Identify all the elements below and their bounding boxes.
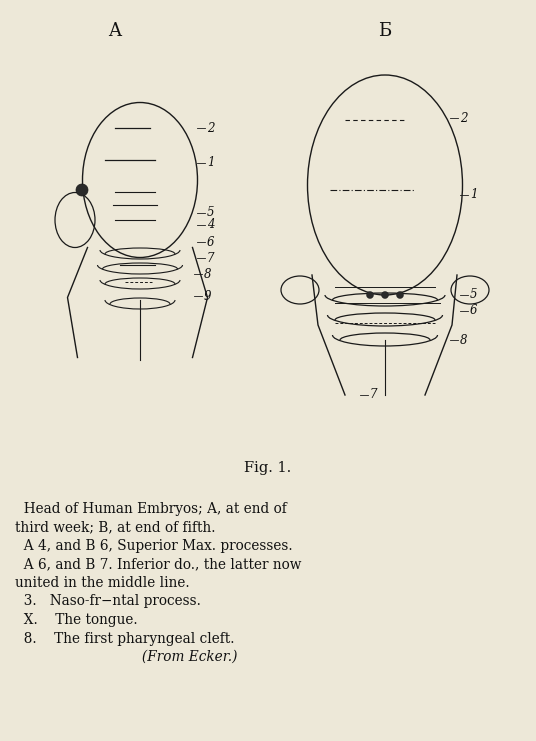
Text: Head of Human Embryos; A, at end of: Head of Human Embryos; A, at end of: [15, 502, 287, 516]
Text: A 6, and B 7. Inferior do., the latter now: A 6, and B 7. Inferior do., the latter n…: [15, 557, 301, 571]
Text: 7: 7: [370, 388, 377, 402]
Text: 5: 5: [470, 288, 478, 302]
Ellipse shape: [76, 184, 88, 196]
Ellipse shape: [367, 291, 374, 299]
Text: (From Ecker.): (From Ecker.): [15, 650, 237, 664]
Text: united in the middle line.: united in the middle line.: [15, 576, 190, 590]
Text: 2: 2: [207, 122, 214, 135]
Text: X.    The tongue.: X. The tongue.: [15, 613, 138, 627]
Text: third week; B, at end of fifth.: third week; B, at end of fifth.: [15, 520, 215, 534]
Text: 1: 1: [470, 188, 478, 202]
Ellipse shape: [397, 291, 404, 299]
Text: 2: 2: [460, 111, 467, 124]
Text: 4: 4: [207, 219, 214, 231]
Text: 3.   Naso-fr−ntal process.: 3. Naso-fr−ntal process.: [15, 594, 201, 608]
Text: A: A: [108, 22, 122, 40]
Text: A 4, and B 6, Superior Max. processes.: A 4, and B 6, Superior Max. processes.: [15, 539, 293, 553]
Text: 5: 5: [207, 207, 214, 219]
Text: 8.    The first pharyngeal cleft.: 8. The first pharyngeal cleft.: [15, 631, 235, 645]
Text: 1: 1: [207, 156, 214, 170]
Text: 6: 6: [207, 236, 214, 248]
Text: 9: 9: [204, 290, 212, 302]
Text: 8: 8: [204, 268, 212, 281]
Text: Fig. 1.: Fig. 1.: [244, 461, 292, 475]
Text: Б: Б: [378, 22, 392, 40]
Text: 7: 7: [207, 251, 214, 265]
Text: 8: 8: [460, 333, 467, 347]
Text: 6: 6: [470, 305, 478, 317]
Ellipse shape: [382, 291, 389, 299]
